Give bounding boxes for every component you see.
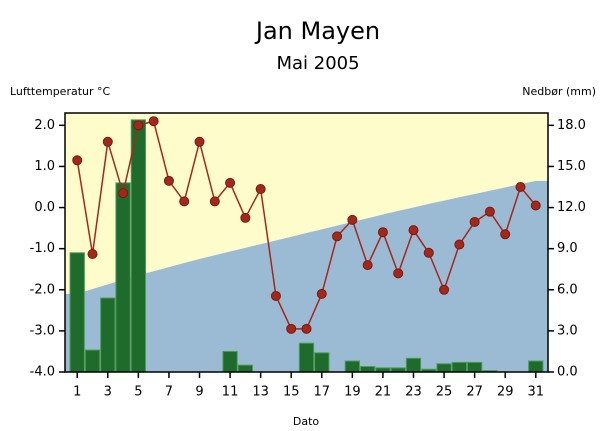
y2-tick-label: 15.0 — [557, 159, 586, 174]
y-tick-label: -4.0 — [30, 365, 55, 380]
precip-bar — [84, 349, 101, 373]
y2-tick-label: 0.0 — [557, 365, 578, 380]
temperature-point — [255, 184, 266, 195]
temperature-point — [209, 196, 220, 207]
x-tick-label: 25 — [436, 385, 453, 400]
x-tick-label: 23 — [405, 385, 422, 400]
x-tick-label: 27 — [466, 385, 483, 400]
temperature-point — [332, 231, 343, 242]
x-tick-label: 15 — [283, 385, 300, 400]
temperature-point — [454, 239, 465, 250]
temperature-point — [179, 196, 190, 207]
precip-bar — [466, 361, 483, 373]
chart-subtitle: Mai 2005 — [276, 53, 359, 74]
y-tick-label: -2.0 — [30, 282, 55, 297]
temperature-point — [484, 206, 495, 217]
precip-bar — [436, 363, 452, 373]
precip-bar — [298, 342, 315, 373]
y2-tick-label: 18.0 — [557, 118, 586, 133]
x-tick-label: 9 — [195, 385, 203, 400]
chart-title: Jan Mayen — [254, 17, 380, 45]
x-tick-label: 31 — [527, 385, 544, 400]
temperature-point — [515, 182, 526, 192]
temperature-point — [118, 188, 129, 199]
temperature-point — [301, 323, 312, 334]
x-tick-label: 19 — [344, 385, 361, 400]
temperature-point — [362, 260, 373, 271]
precip-bar — [528, 360, 544, 373]
x-tick-label: 5 — [134, 385, 142, 400]
temperature-point — [316, 288, 327, 299]
temperature-point — [102, 136, 113, 147]
precip-bar — [100, 297, 116, 373]
y-tick-label: -3.0 — [30, 323, 55, 338]
x-tick-label: 29 — [497, 385, 514, 400]
temperature-point — [163, 175, 174, 186]
x-tick-label: 17 — [314, 385, 331, 400]
temperature-point — [225, 177, 236, 188]
precip-bar — [359, 366, 376, 373]
x-tick-label: 1 — [73, 385, 81, 400]
normal-area — [65, 180, 548, 372]
y2-tick-label: 3.0 — [557, 323, 578, 338]
temperature-point — [148, 116, 159, 127]
temperature-point — [87, 249, 98, 260]
temperature-point — [393, 268, 404, 279]
precip-bar — [451, 361, 467, 373]
x-tick-label: 13 — [252, 385, 269, 400]
temperature-point — [500, 229, 511, 240]
y2-tick-label: 6.0 — [557, 282, 578, 297]
precip-bar — [69, 252, 85, 373]
plot-frame — [64, 112, 549, 373]
y-axis-label: Lufttemperatur °C — [10, 85, 111, 98]
temperature-point — [286, 323, 297, 334]
temperature-point — [240, 212, 251, 223]
precip-bar — [115, 182, 131, 373]
precip-bar — [314, 352, 330, 373]
x-tick-label: 3 — [104, 385, 112, 400]
temperature-point — [469, 216, 480, 227]
precip-bar — [405, 357, 422, 373]
temperature-point — [408, 225, 419, 236]
temperature-point — [439, 284, 450, 295]
y2-tick-label: 12.0 — [557, 200, 586, 215]
temperature-point — [423, 247, 434, 258]
temperature-point — [72, 155, 83, 166]
temperature-point — [133, 120, 144, 131]
y2-axis-label: Nedbør (mm) — [522, 85, 596, 98]
precip-bar — [130, 119, 147, 373]
x-axis-label: Dato — [293, 415, 320, 428]
temperature-point — [194, 136, 205, 147]
y-tick-label: -1.0 — [30, 241, 55, 256]
x-tick-label: 7 — [165, 385, 173, 400]
precip-bar — [222, 350, 238, 373]
temperature-point — [347, 214, 358, 225]
y-tick-label: 2.0 — [34, 118, 55, 133]
y-tick-label: 1.0 — [34, 159, 55, 174]
y-tick-label: 0.0 — [34, 200, 55, 215]
x-tick-label: 21 — [375, 385, 392, 400]
y2-tick-label: 9.0 — [557, 241, 578, 256]
temperature-point — [270, 290, 281, 301]
x-tick-label: 11 — [222, 385, 239, 400]
precip-bar — [237, 364, 254, 373]
precip-bar — [344, 360, 360, 373]
temperature-point — [377, 227, 388, 238]
temperature-point — [530, 200, 541, 211]
